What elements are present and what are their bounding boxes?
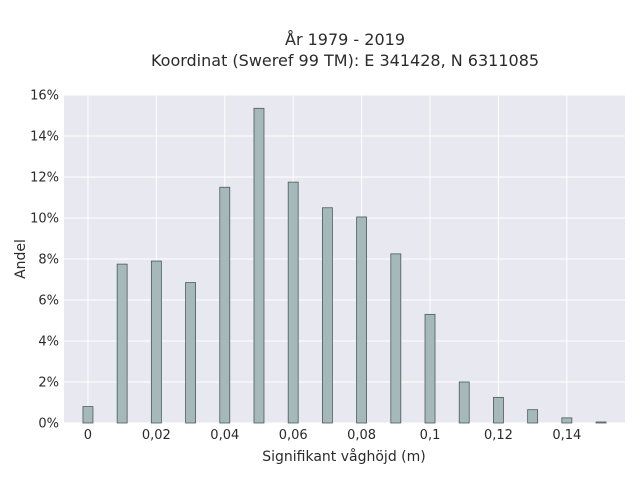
histogram-bar xyxy=(458,381,470,424)
histogram-bar xyxy=(116,263,128,424)
histogram-bar xyxy=(185,282,196,424)
histogram-bar xyxy=(424,313,436,424)
x-axis-ticks: 0 0,02 0,04 0,06 0,08 0,1 0,12 0,14 xyxy=(84,428,582,443)
x-tick-label: 0,04 xyxy=(210,428,239,443)
histogram-bar xyxy=(390,253,402,424)
histogram-bar xyxy=(493,396,504,424)
x-tick-label: 0,02 xyxy=(142,428,171,443)
x-axis-label: Signifikant våghöjd (m) xyxy=(262,448,425,465)
x-tick-label: 0,08 xyxy=(347,428,376,443)
x-tick-label: 0,12 xyxy=(484,428,513,443)
y-tick-label: 10% xyxy=(30,212,59,227)
y-tick-label: 0% xyxy=(38,417,59,432)
histogram-bar xyxy=(561,417,573,424)
x-tick-label: 0 xyxy=(84,428,92,443)
y-tick-label: 4% xyxy=(38,335,59,350)
x-tick-label: 0,14 xyxy=(552,428,581,443)
bar-series xyxy=(82,107,607,424)
x-tick-label: 0,1 xyxy=(420,428,441,443)
y-axis-ticks: 0% 2% 4% 6% 8% 10% 12% 14% 16% xyxy=(30,89,59,432)
y-tick-label: 12% xyxy=(30,171,59,186)
x-tick-label: 0,06 xyxy=(279,428,308,443)
histogram-bar xyxy=(321,207,333,424)
histogram-bar xyxy=(595,421,607,424)
y-tick-label: 2% xyxy=(38,376,59,391)
histogram-bar xyxy=(219,186,231,424)
histogram-bar xyxy=(150,260,162,424)
histogram-bar xyxy=(356,216,368,424)
y-tick-label: 6% xyxy=(38,294,59,309)
histogram-bar xyxy=(253,107,265,424)
y-tick-label: 16% xyxy=(30,89,59,104)
histogram-bar xyxy=(527,409,539,424)
chart-title-line-2: Koordinat (Sweref 99 TM): E 341428, N 63… xyxy=(151,51,539,70)
y-tick-label: 14% xyxy=(30,130,59,145)
chart-title-line-1: År 1979 - 2019 xyxy=(285,30,405,49)
y-tick-label: 8% xyxy=(38,253,59,268)
histogram-bar xyxy=(287,181,299,424)
histogram-bar xyxy=(82,406,94,424)
y-axis-label: Andel xyxy=(13,239,29,279)
